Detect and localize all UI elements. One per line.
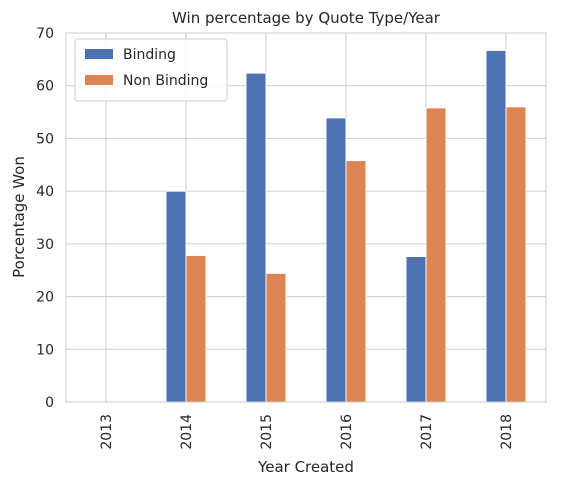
x-axis-ticks: 2013 2014 2015 2016 2017 2018 bbox=[99, 414, 515, 450]
x-axis-label: Year Created bbox=[257, 458, 354, 476]
y-tick-label: 60 bbox=[36, 79, 54, 95]
bar bbox=[185, 254, 207, 403]
legend: Binding Non Binding bbox=[74, 38, 228, 102]
bar bbox=[165, 190, 187, 403]
y-tick-label: 50 bbox=[36, 131, 54, 147]
legend-label: Non Binding bbox=[123, 73, 208, 89]
bar bbox=[405, 256, 427, 403]
bar bbox=[265, 272, 287, 403]
y-axis-ticks: 0 10 20 30 40 50 60 70 bbox=[36, 26, 54, 411]
plot-frame bbox=[65, 32, 547, 403]
chart-title: Win percentage by Quote Type/Year bbox=[172, 9, 441, 27]
y-tick-label: 30 bbox=[36, 237, 54, 253]
bar bbox=[345, 160, 367, 403]
x-tick-label: 2015 bbox=[259, 414, 275, 450]
x-tick-label: 2016 bbox=[339, 414, 355, 450]
bar bbox=[325, 117, 347, 403]
y-tick-label: 70 bbox=[36, 26, 54, 42]
y-tick-label: 10 bbox=[36, 342, 54, 358]
x-tick-label: 2013 bbox=[99, 414, 115, 450]
bar bbox=[505, 106, 527, 403]
legend-swatch bbox=[85, 75, 113, 85]
bar bbox=[245, 72, 267, 403]
y-tick-label: 40 bbox=[36, 184, 54, 200]
legend-swatch bbox=[85, 49, 113, 59]
x-tick-label: 2017 bbox=[419, 414, 435, 450]
y-axis-label: Porcentage Won bbox=[10, 156, 28, 278]
x-tick-label: 2014 bbox=[179, 414, 195, 450]
y-tick-label: 20 bbox=[36, 290, 54, 306]
x-tick-label: 2018 bbox=[499, 414, 515, 450]
bar bbox=[485, 49, 507, 403]
y-tick-label: 0 bbox=[45, 395, 54, 411]
bar bbox=[425, 107, 447, 403]
legend-label: Binding bbox=[123, 47, 176, 63]
